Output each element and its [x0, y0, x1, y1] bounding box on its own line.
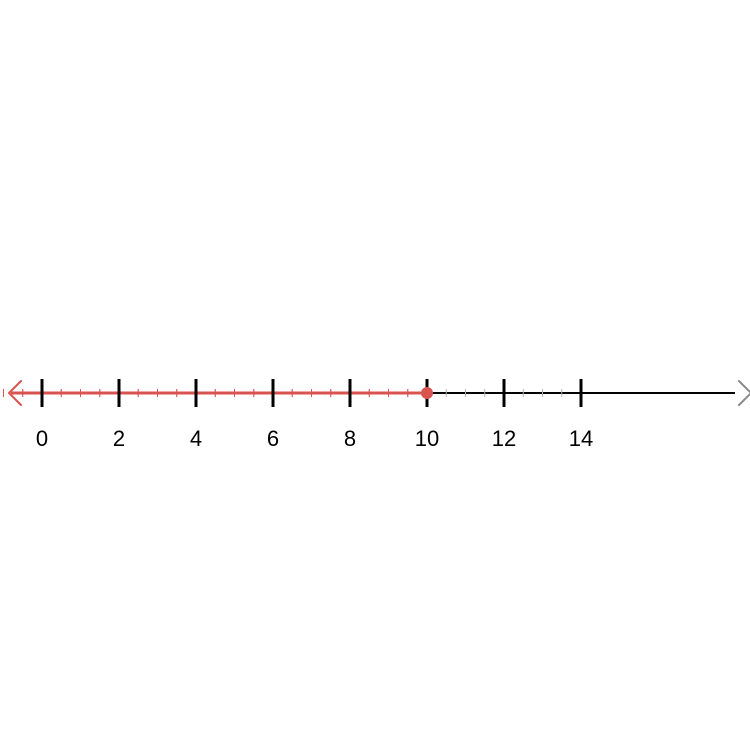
number-line-svg [0, 0, 750, 750]
tick-label: 6 [267, 426, 279, 452]
tick-label: 12 [492, 426, 516, 452]
tick-label: 2 [113, 426, 125, 452]
tick-label: 0 [36, 426, 48, 452]
tick-label: 10 [415, 426, 439, 452]
tick-label: 14 [569, 426, 593, 452]
tick-label: 8 [344, 426, 356, 452]
tick-label: 4 [190, 426, 202, 452]
number-line-figure: -4-202468101214 [0, 0, 750, 750]
